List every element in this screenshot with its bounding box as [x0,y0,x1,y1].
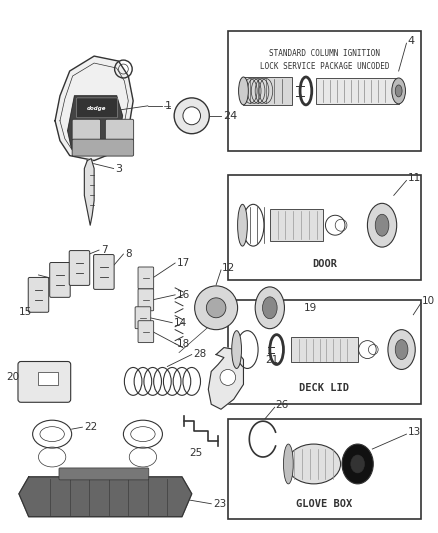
FancyBboxPatch shape [28,278,49,312]
Ellipse shape [375,214,389,236]
Ellipse shape [255,287,284,329]
Text: 26: 26 [276,400,289,410]
FancyBboxPatch shape [138,289,154,311]
Text: dodge: dodge [87,106,107,111]
Text: 23: 23 [213,499,226,509]
Text: DOOR: DOOR [312,259,337,269]
FancyBboxPatch shape [138,321,154,343]
Ellipse shape [367,203,397,247]
Circle shape [220,369,236,385]
FancyBboxPatch shape [72,119,100,140]
Ellipse shape [351,455,364,473]
Text: 10: 10 [422,296,435,306]
Text: 24: 24 [223,111,237,121]
FancyBboxPatch shape [18,361,71,402]
Ellipse shape [342,444,373,484]
Text: GLOVE BOX: GLOVE BOX [297,499,353,509]
Ellipse shape [287,444,341,484]
Text: 7: 7 [101,245,108,255]
Ellipse shape [237,204,247,246]
Bar [228,175,421,280]
Ellipse shape [395,85,402,97]
Text: 19: 19 [304,303,317,313]
Text: 14: 14 [174,318,187,328]
FancyBboxPatch shape [106,119,134,140]
Text: 3: 3 [116,164,123,174]
Polygon shape [85,158,94,225]
Text: 22: 22 [85,422,98,432]
Text: 9: 9 [215,317,222,327]
Text: 8: 8 [125,249,132,259]
Text: 5: 5 [60,275,67,285]
Text: 6: 6 [81,257,88,267]
Circle shape [174,98,209,134]
Ellipse shape [262,297,277,319]
Bar [244,77,292,105]
FancyBboxPatch shape [77,98,117,118]
Bar [39,373,58,385]
Bar [228,300,421,404]
Bar [291,337,358,362]
FancyBboxPatch shape [59,468,149,480]
FancyBboxPatch shape [135,307,151,329]
Bar [228,31,421,151]
Text: 1: 1 [164,101,171,111]
Text: 12: 12 [222,263,235,273]
Polygon shape [19,477,192,516]
FancyBboxPatch shape [138,267,154,289]
Text: 4: 4 [407,36,414,46]
Text: DECK LID: DECK LID [300,383,350,393]
Ellipse shape [388,330,415,369]
Text: 11: 11 [407,173,420,183]
FancyBboxPatch shape [49,263,70,297]
FancyBboxPatch shape [72,139,134,156]
Ellipse shape [392,78,406,104]
Bar [316,78,399,104]
Text: 17: 17 [177,258,191,268]
Text: 25: 25 [189,448,202,458]
Polygon shape [55,56,133,160]
Bar [270,209,324,241]
Text: 21: 21 [265,354,278,365]
Ellipse shape [395,340,408,360]
Text: 13: 13 [407,427,420,437]
Circle shape [194,286,237,330]
Ellipse shape [232,330,241,368]
Polygon shape [208,348,244,409]
Text: 18: 18 [177,338,191,349]
Bar [228,419,421,519]
Text: 15: 15 [19,307,32,317]
Text: 16: 16 [177,290,191,300]
Circle shape [206,298,226,318]
FancyBboxPatch shape [94,255,114,289]
Ellipse shape [239,77,248,105]
Circle shape [183,107,201,125]
Text: 20: 20 [6,373,19,382]
Text: STANDARD COLUMN IGNITION
LOCK SERVICE PACKAGE UNCODED: STANDARD COLUMN IGNITION LOCK SERVICE PA… [260,49,389,71]
Text: 28: 28 [194,349,207,359]
Polygon shape [68,96,123,149]
FancyBboxPatch shape [69,251,90,285]
Ellipse shape [283,444,293,484]
